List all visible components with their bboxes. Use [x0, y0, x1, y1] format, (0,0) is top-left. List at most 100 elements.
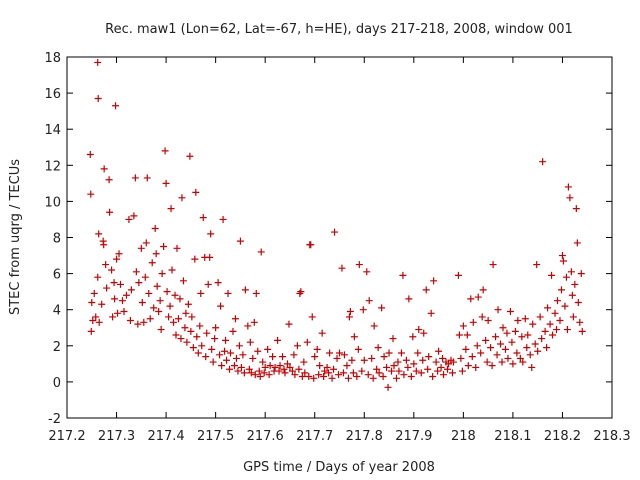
data-point: [534, 347, 542, 355]
data-point: [374, 344, 382, 352]
data-point: [307, 241, 315, 249]
data-point: [504, 354, 512, 362]
data-point: [227, 349, 234, 357]
data-point: [331, 228, 339, 236]
data-point: [379, 372, 387, 380]
data-point: [286, 363, 294, 371]
data-point: [506, 308, 514, 316]
data-point: [315, 371, 323, 379]
data-point: [384, 383, 392, 391]
data-point: [313, 345, 321, 353]
data-point: [346, 308, 354, 316]
data-point: [365, 297, 373, 305]
data-point: [407, 372, 415, 380]
data-point: [252, 289, 260, 297]
data-point: [209, 358, 217, 366]
data-point: [445, 360, 452, 368]
data-point: [345, 313, 353, 321]
data-point: [117, 280, 125, 288]
data-point: [152, 250, 160, 258]
data-point: [88, 298, 96, 306]
data-point: [300, 358, 308, 366]
data-point: [162, 179, 170, 187]
data-point: [383, 363, 391, 371]
data-point: [497, 340, 505, 348]
data-point: [435, 347, 443, 355]
data-point: [420, 329, 428, 337]
data-point: [462, 345, 470, 353]
data-point: [140, 318, 148, 326]
data-points: [86, 58, 586, 391]
data-point: [183, 338, 191, 346]
data-point: [131, 174, 139, 182]
data-point: [171, 291, 179, 299]
data-point: [409, 333, 417, 341]
data-point: [355, 261, 363, 269]
data-point: [514, 317, 522, 325]
data-point: [348, 356, 356, 364]
data-point: [247, 369, 255, 377]
data-point: [321, 367, 329, 375]
data-point: [239, 351, 247, 359]
data-point: [419, 356, 427, 364]
data-point: [184, 300, 192, 308]
data-point: [434, 367, 442, 375]
data-point: [223, 356, 231, 364]
data-point: [543, 344, 551, 352]
data-point: [100, 165, 108, 173]
data-point: [487, 344, 495, 352]
data-point: [155, 308, 163, 316]
data-point: [412, 367, 420, 375]
data-point: [94, 273, 102, 281]
data-point: [414, 349, 422, 357]
x-tick-label: 217.8: [346, 429, 383, 444]
data-point: [179, 277, 187, 285]
data-point: [265, 371, 273, 379]
data-point: [536, 313, 544, 321]
data-point: [508, 338, 516, 346]
data-point: [400, 371, 408, 379]
data-point: [335, 371, 343, 379]
data-point: [297, 288, 305, 296]
data-point: [529, 320, 537, 328]
data-point: [86, 150, 94, 158]
data-point: [553, 326, 561, 334]
data-point: [482, 336, 490, 344]
data-point: [378, 304, 386, 312]
data-point: [477, 349, 485, 357]
data-point: [422, 286, 430, 294]
data-point: [137, 244, 145, 252]
data-point: [285, 320, 293, 328]
data-point: [134, 320, 142, 328]
data-point: [295, 365, 303, 373]
data-point: [249, 354, 257, 362]
data-point: [269, 353, 277, 361]
data-point: [551, 309, 559, 317]
chart-title: Rec. maw1 (Lon=62, Lat=-67, h=HE), days …: [105, 22, 573, 37]
data-point: [94, 58, 102, 66]
data-point: [206, 253, 214, 261]
data-point: [564, 183, 572, 191]
data-point: [494, 306, 502, 314]
data-point: [109, 313, 117, 321]
data-point: [298, 372, 306, 380]
data-point: [92, 313, 100, 321]
data-point: [310, 374, 318, 382]
data-point: [333, 354, 341, 362]
x-tick-label: 217.5: [197, 429, 234, 444]
data-point: [236, 237, 244, 245]
data-point: [224, 289, 232, 297]
data-point: [232, 354, 240, 362]
data-point: [178, 194, 186, 202]
data-point: [469, 318, 477, 326]
plot-frame: [66, 56, 613, 419]
data-point: [474, 293, 482, 301]
data-point: [89, 317, 97, 325]
data-point: [523, 344, 531, 352]
data-point: [541, 327, 549, 335]
data-point: [410, 360, 418, 368]
data-point: [526, 351, 534, 359]
data-point: [222, 336, 230, 344]
data-point: [375, 369, 383, 377]
